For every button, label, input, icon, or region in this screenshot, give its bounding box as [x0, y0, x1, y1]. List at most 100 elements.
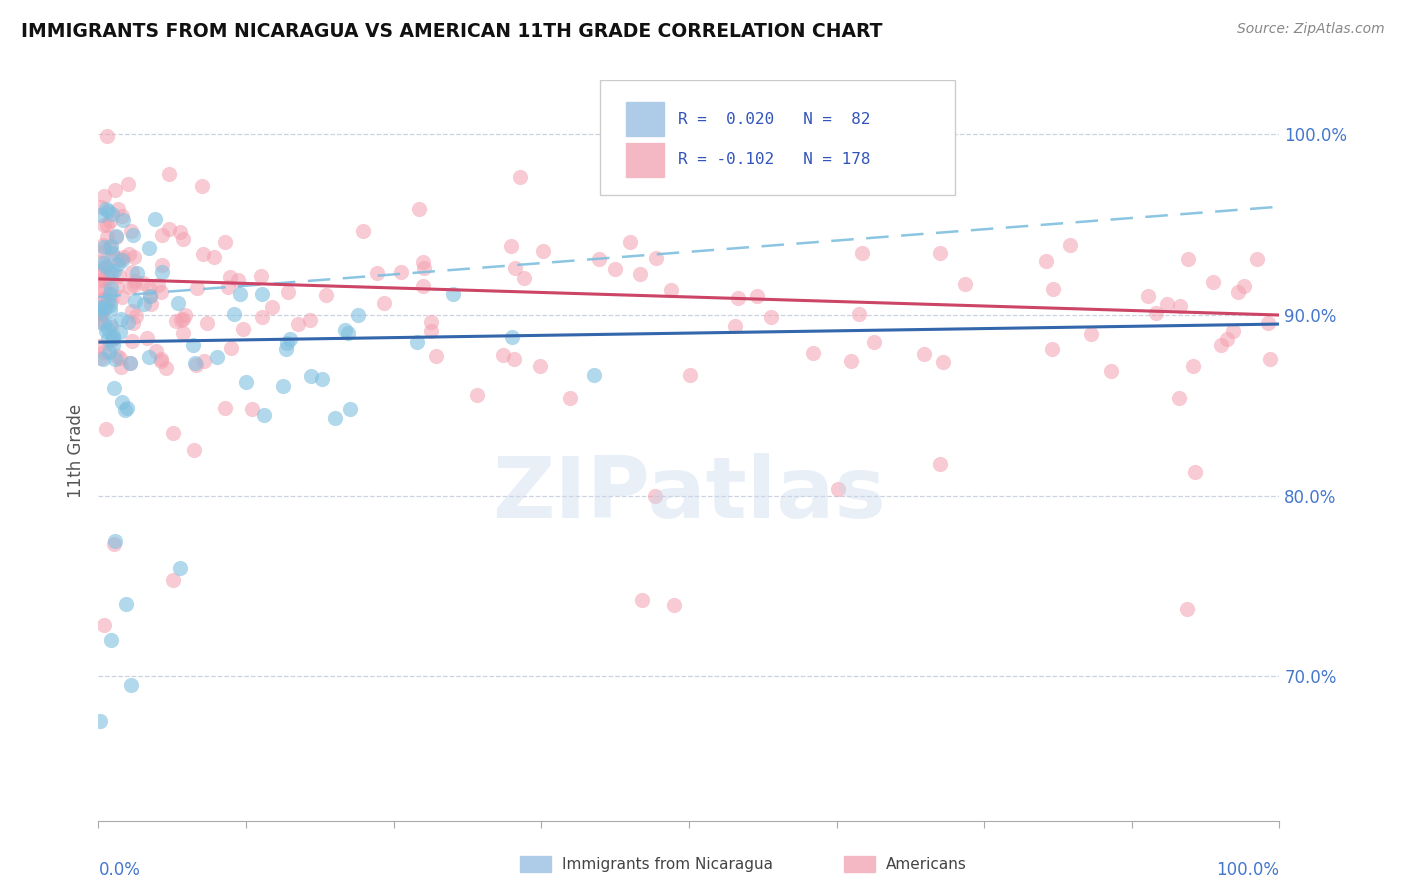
- Point: [441, 287, 464, 301]
- FancyBboxPatch shape: [600, 80, 955, 195]
- Point: [89, 311, 111, 326]
- Point: [110, 252, 132, 266]
- Point: [122, 227, 145, 242]
- Point: [121, 303, 143, 318]
- Point: [219, 341, 242, 355]
- Text: IMMIGRANTS FROM NICARAGUA VS AMERICAN 11TH GRADE CORRELATION CHART: IMMIGRANTS FROM NICARAGUA VS AMERICAN 11…: [21, 22, 883, 41]
- Point: [412, 255, 434, 269]
- Point: [101, 338, 124, 352]
- Point: [276, 335, 298, 350]
- Point: [89, 268, 111, 282]
- Point: [90, 308, 112, 322]
- Point: [115, 401, 138, 416]
- Point: [628, 267, 651, 281]
- Point: [93, 273, 115, 287]
- Point: [1137, 289, 1160, 303]
- Point: [145, 343, 167, 358]
- Point: [509, 169, 531, 184]
- Point: [96, 230, 118, 244]
- Point: [413, 260, 436, 275]
- Point: [912, 347, 935, 361]
- Point: [155, 361, 177, 376]
- Point: [122, 250, 145, 264]
- Point: [311, 371, 333, 385]
- Point: [759, 310, 782, 324]
- Point: [1209, 338, 1232, 352]
- Point: [93, 617, 115, 632]
- Y-axis label: 11th Grade: 11th Grade: [67, 403, 86, 498]
- Point: [104, 352, 127, 367]
- Point: [165, 314, 187, 328]
- Point: [96, 129, 118, 144]
- Point: [1202, 275, 1225, 289]
- Point: [298, 312, 321, 326]
- Point: [93, 292, 115, 306]
- Point: [419, 315, 441, 329]
- Point: [1226, 285, 1249, 299]
- Point: [122, 277, 145, 292]
- Point: [100, 293, 122, 307]
- Point: [104, 251, 127, 265]
- Point: [107, 256, 129, 270]
- Point: [105, 229, 128, 244]
- Point: [118, 356, 141, 370]
- Point: [98, 302, 121, 317]
- Point: [111, 250, 134, 264]
- Point: [172, 326, 194, 341]
- Point: [94, 259, 117, 273]
- Point: [851, 245, 873, 260]
- Point: [111, 289, 134, 303]
- Point: [98, 241, 121, 255]
- Point: [1246, 252, 1268, 267]
- Point: [202, 250, 225, 264]
- Point: [96, 202, 118, 216]
- Point: [162, 426, 184, 441]
- Point: [150, 228, 173, 243]
- Point: [235, 375, 257, 389]
- Point: [138, 241, 160, 255]
- Point: [100, 280, 122, 294]
- Point: [101, 246, 124, 260]
- Point: [253, 408, 276, 422]
- Point: [127, 266, 149, 280]
- Point: [1184, 465, 1206, 479]
- Point: [103, 264, 125, 278]
- Point: [373, 295, 395, 310]
- Point: [89, 304, 111, 318]
- Point: [138, 289, 160, 303]
- Point: [631, 592, 654, 607]
- Point: [139, 289, 162, 303]
- Point: [228, 273, 250, 287]
- Point: [184, 355, 207, 369]
- Point: [1257, 316, 1279, 330]
- Point: [166, 295, 188, 310]
- Point: [120, 678, 142, 692]
- Point: [277, 285, 299, 299]
- Point: [91, 244, 114, 258]
- Point: [406, 335, 429, 350]
- Point: [100, 633, 122, 648]
- Point: [124, 293, 146, 308]
- Point: [278, 333, 301, 347]
- Point: [352, 224, 374, 238]
- Point: [827, 483, 849, 497]
- Point: [98, 318, 121, 332]
- Point: [323, 411, 346, 425]
- Point: [501, 330, 523, 344]
- Point: [928, 457, 950, 471]
- Point: [219, 270, 242, 285]
- Text: Source: ZipAtlas.com: Source: ZipAtlas.com: [1237, 22, 1385, 37]
- Point: [1168, 391, 1191, 405]
- Point: [191, 179, 214, 194]
- Point: [89, 302, 111, 317]
- Point: [138, 281, 160, 295]
- Point: [928, 245, 950, 260]
- Point: [157, 222, 180, 236]
- Point: [315, 288, 337, 302]
- Point: [91, 282, 114, 296]
- Point: [724, 319, 747, 334]
- Point: [839, 354, 862, 368]
- Point: [664, 598, 686, 612]
- Point: [90, 254, 112, 268]
- Point: [97, 332, 120, 346]
